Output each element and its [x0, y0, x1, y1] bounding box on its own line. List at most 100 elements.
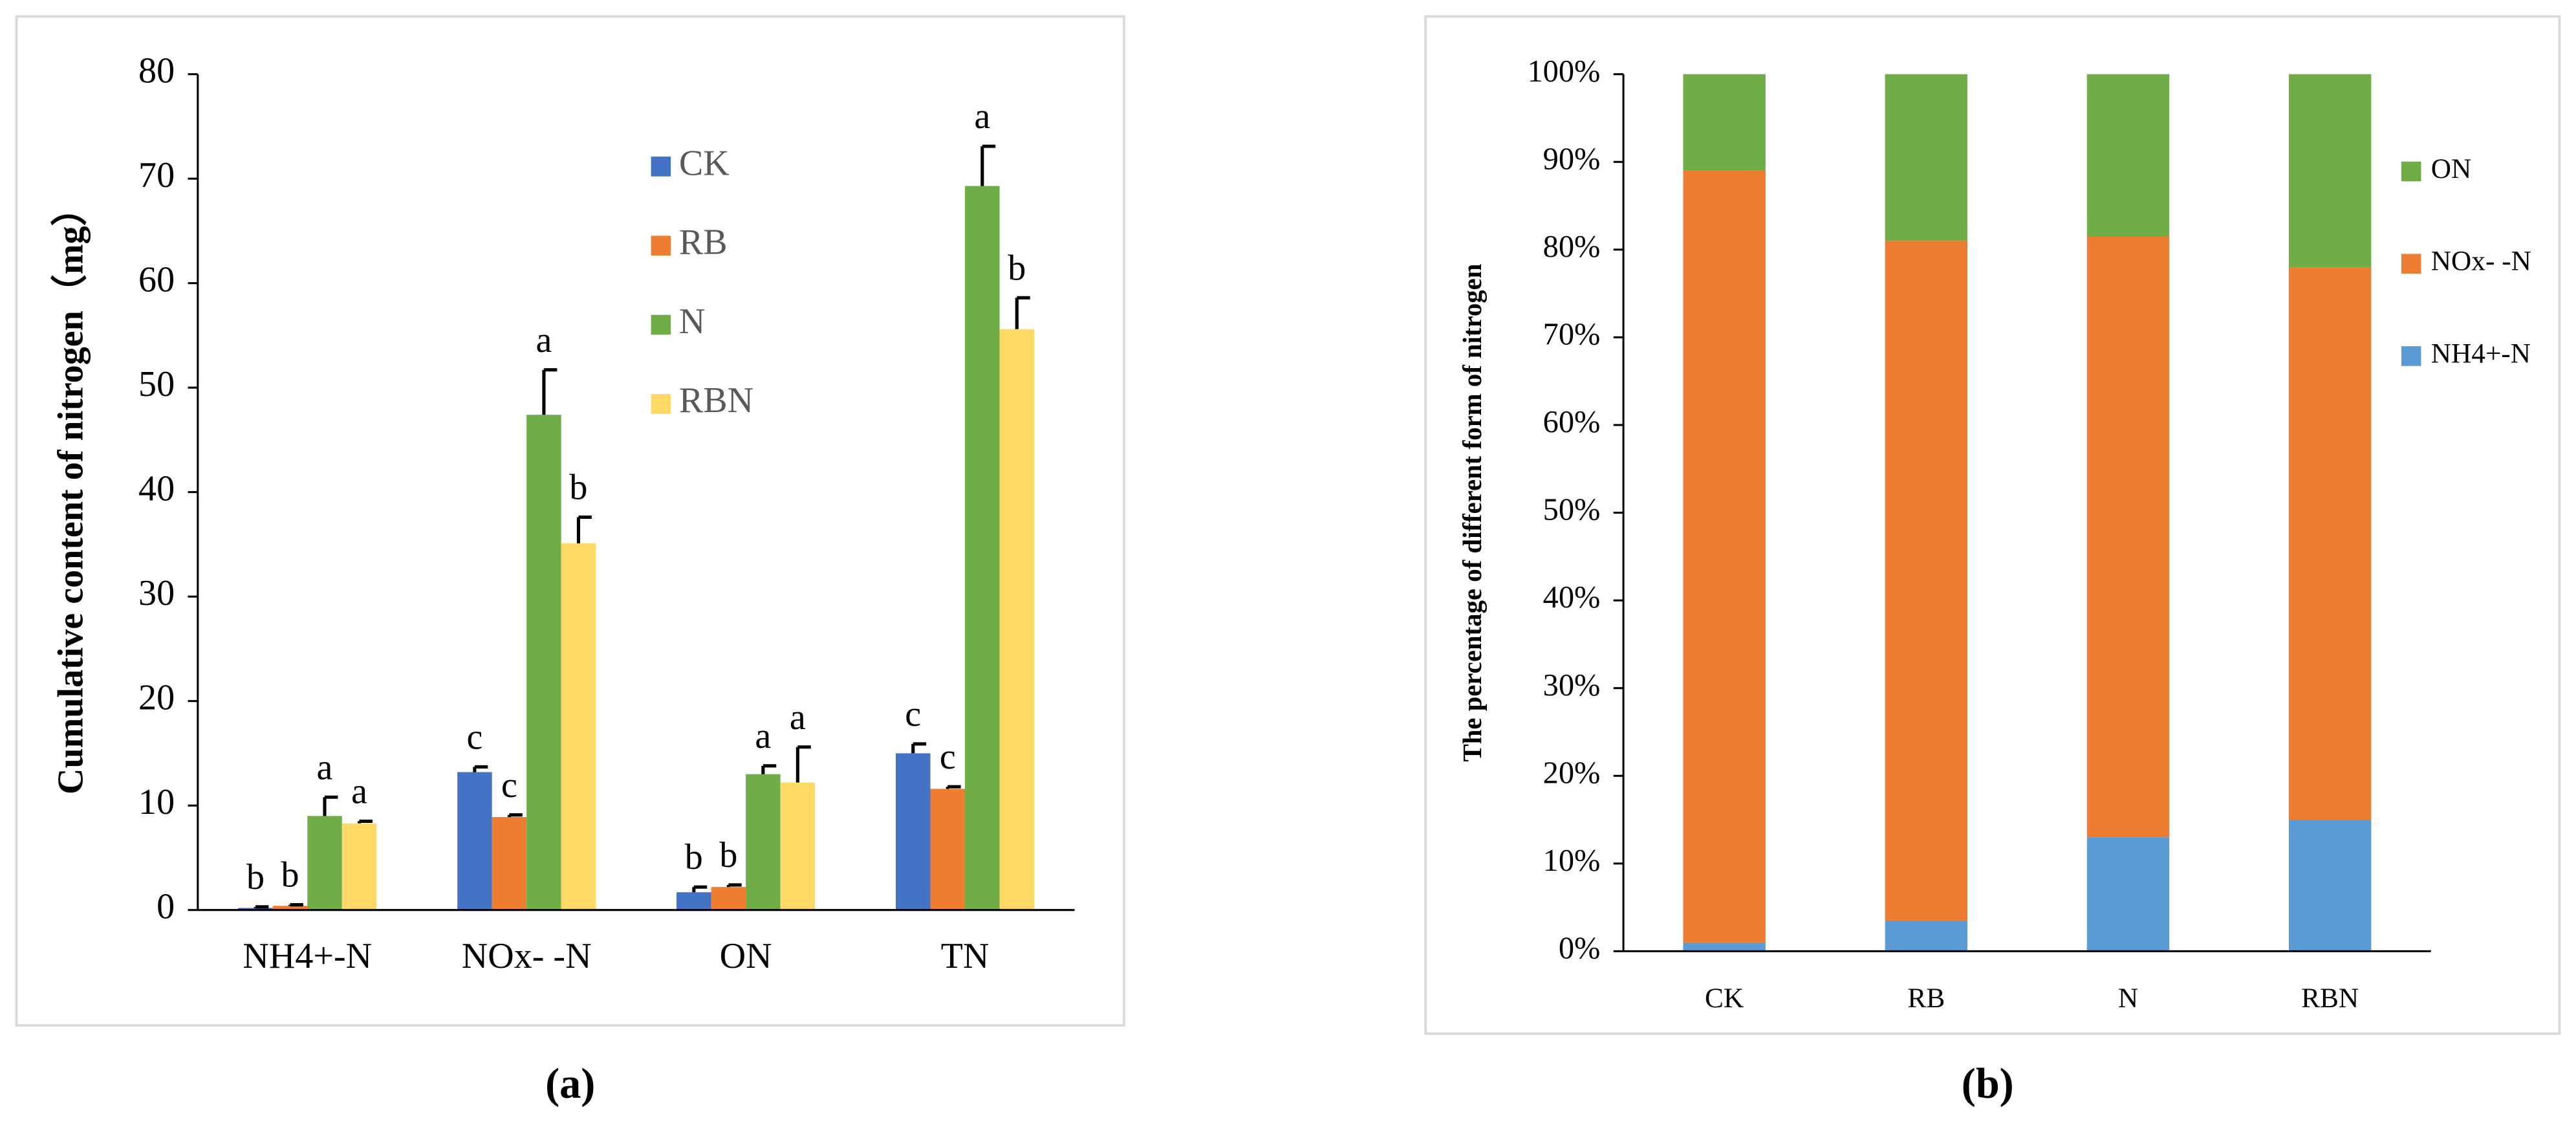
- error-bar: [473, 765, 488, 772]
- significance-letter: b: [246, 857, 265, 897]
- bar: [238, 908, 273, 910]
- x-tick-label: NOx- -N: [462, 936, 592, 976]
- significance-letter: a: [536, 320, 552, 360]
- legend-swatch: [651, 394, 671, 414]
- significance-letter: b: [569, 468, 587, 508]
- bar: [272, 906, 308, 910]
- y-tick-label: 80%: [1543, 230, 1601, 264]
- panel-b-frame: [1424, 15, 2561, 1035]
- y-tick-label: 40: [138, 469, 175, 509]
- y-tick-label: 100%: [1527, 54, 1600, 89]
- y-tick-label: 60%: [1543, 405, 1601, 439]
- y-tick-label: 40%: [1543, 580, 1601, 615]
- y-tick-label: 30: [138, 573, 175, 613]
- error-bar: [946, 785, 961, 789]
- y-tick-label: 20: [138, 678, 175, 718]
- bar: [999, 329, 1035, 910]
- y-tick-label: 10: [138, 782, 175, 822]
- significance-letter: a: [790, 697, 806, 737]
- error-bar: [357, 819, 373, 824]
- x-tick-label: TN: [941, 936, 990, 976]
- error-bar: [507, 813, 523, 817]
- bar-segment: [2086, 74, 2170, 237]
- bar-segment: [2086, 837, 2170, 952]
- y-tick-label: 50: [138, 364, 175, 404]
- legend-swatch: [651, 314, 671, 335]
- significance-letter: b: [685, 837, 703, 877]
- y-tick-label: 70: [138, 155, 175, 195]
- significance-letter: a: [974, 96, 990, 137]
- significance-letter: c: [940, 737, 956, 777]
- bar-segment: [2288, 74, 2372, 267]
- error-bar: [542, 368, 557, 415]
- bar-segment: [1683, 74, 1766, 171]
- significance-letter: a: [351, 771, 367, 811]
- x-tick-label: N: [2118, 983, 2138, 1014]
- error-bar: [911, 742, 927, 754]
- legend-swatch: [2401, 346, 2421, 366]
- bar-segment: [1885, 920, 1968, 952]
- bar: [457, 772, 492, 910]
- bar: [307, 816, 342, 910]
- significance-letter: b: [719, 835, 737, 875]
- caption: (b): [1962, 1060, 2014, 1108]
- bar-segment: [1885, 74, 1968, 241]
- y-tick-label: 0%: [1559, 931, 1601, 965]
- y-tick-label: 10%: [1543, 844, 1601, 878]
- significance-letter: a: [317, 747, 333, 787]
- y-axis-label: The percentage of different form of nitr…: [1458, 263, 1487, 761]
- error-bar: [1015, 296, 1030, 329]
- legend-label: CK: [679, 143, 730, 183]
- significance-letter: c: [466, 717, 482, 758]
- bar: [561, 543, 596, 910]
- bar-segment: [2086, 236, 2170, 838]
- x-tick-label: CK: [1705, 983, 1744, 1014]
- bar-segment: [2288, 820, 2372, 952]
- y-tick-label: 20%: [1543, 756, 1601, 790]
- bar: [780, 782, 816, 910]
- bar: [341, 823, 377, 910]
- significance-letter: c: [501, 765, 517, 805]
- bar: [930, 789, 966, 910]
- y-tick-label: 60: [138, 260, 175, 300]
- legend-swatch: [651, 157, 671, 177]
- bar: [896, 753, 931, 910]
- error-bar: [323, 795, 338, 816]
- significance-letter: b: [1008, 248, 1026, 288]
- error-bar: [980, 144, 996, 186]
- legend-label: RB: [679, 223, 728, 263]
- error-bar: [254, 905, 269, 909]
- y-tick-label: 80: [138, 51, 175, 91]
- error-bar: [726, 883, 742, 888]
- bar-segment: [2288, 267, 2372, 820]
- y-tick-label: 90%: [1543, 142, 1601, 176]
- bar: [526, 415, 561, 910]
- significance-letter: b: [281, 855, 299, 895]
- error-bar: [576, 515, 592, 543]
- y-tick-label: 70%: [1543, 318, 1601, 352]
- x-tick-label: NH4+-N: [243, 936, 372, 976]
- error-bar: [761, 764, 777, 774]
- bar: [492, 816, 527, 910]
- caption: (a): [545, 1060, 595, 1108]
- x-tick-label: RB: [1907, 983, 1945, 1014]
- bar: [965, 186, 1000, 910]
- y-tick-label: 50%: [1543, 493, 1601, 527]
- bar-segment: [1885, 241, 1968, 921]
- legend-label: RBN: [679, 380, 753, 421]
- bar-segment: [1683, 942, 1766, 952]
- error-bar: [692, 885, 708, 893]
- bar: [676, 892, 711, 910]
- panel-a-frame: [15, 15, 1125, 1027]
- legend-label: N: [679, 301, 705, 342]
- error-bar: [796, 745, 811, 783]
- x-tick-label: RBN: [2301, 983, 2359, 1014]
- y-tick-label: 30%: [1543, 668, 1601, 703]
- legend-label: NH4+-N: [2431, 338, 2531, 369]
- y-tick-label: 0: [157, 887, 175, 927]
- bar: [746, 774, 781, 910]
- significance-letter: a: [755, 716, 771, 756]
- bar: [711, 887, 746, 910]
- legend-swatch: [2401, 254, 2421, 274]
